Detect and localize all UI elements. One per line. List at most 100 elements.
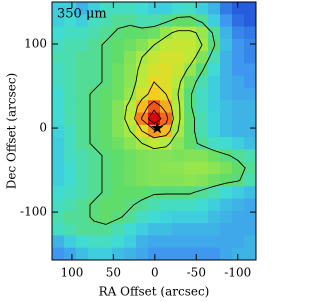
cell <box>184 210 197 224</box>
cell <box>136 161 149 175</box>
cell <box>76 14 89 27</box>
cell <box>64 75 77 89</box>
cell <box>172 174 185 187</box>
chart: 100 50 0 -50 -100 -100 0 100 350 μm RA Offset (… <box>5 1 257 299</box>
cell <box>88 198 101 212</box>
cell <box>160 124 173 138</box>
cell <box>232 161 245 175</box>
cell <box>160 112 173 126</box>
cell <box>220 247 233 261</box>
cell <box>208 174 221 187</box>
cell <box>76 198 89 212</box>
cell <box>52 223 65 236</box>
cell <box>208 63 221 77</box>
cell <box>184 198 197 212</box>
cell <box>112 161 125 175</box>
cell <box>244 186 257 199</box>
cell <box>76 51 89 64</box>
cell <box>184 174 197 187</box>
cell <box>64 26 77 40</box>
cell <box>208 137 221 150</box>
cell <box>232 51 245 64</box>
cell <box>196 124 209 138</box>
cell <box>76 75 89 89</box>
cell <box>244 210 257 224</box>
cell <box>112 247 125 261</box>
cell <box>148 63 161 77</box>
cell <box>148 210 161 224</box>
cell <box>88 210 101 224</box>
contour <box>147 109 162 124</box>
cell <box>88 174 101 187</box>
cell <box>112 100 125 113</box>
cell <box>208 198 221 212</box>
cell <box>148 149 161 163</box>
cell <box>232 174 245 187</box>
cell <box>232 210 245 224</box>
cell <box>172 247 185 261</box>
cell <box>88 26 101 40</box>
cell <box>100 51 113 64</box>
cell <box>184 186 197 199</box>
cell <box>160 2 173 15</box>
cell <box>100 100 113 113</box>
cell <box>208 210 221 224</box>
cell <box>196 75 209 89</box>
cell <box>232 2 245 15</box>
cell <box>172 100 185 113</box>
cell <box>136 247 149 261</box>
x-tick-label: -50 <box>187 266 206 280</box>
cell <box>52 235 65 249</box>
cell <box>100 186 113 199</box>
cell <box>232 63 245 77</box>
cell <box>220 174 233 187</box>
cell <box>64 161 77 175</box>
cell <box>76 26 89 40</box>
cell <box>196 186 209 199</box>
cell <box>76 247 89 261</box>
cell <box>244 51 257 64</box>
cell <box>148 2 161 15</box>
cell <box>148 88 161 101</box>
cell <box>52 100 65 113</box>
cell <box>172 235 185 249</box>
cell <box>52 38 65 52</box>
cell <box>160 186 173 199</box>
cell <box>64 210 77 224</box>
cell <box>232 124 245 138</box>
cell <box>232 198 245 212</box>
cell <box>52 63 65 77</box>
cell <box>160 161 173 175</box>
cell <box>136 186 149 199</box>
cell <box>184 38 197 52</box>
heatmap <box>52 2 257 261</box>
cell <box>52 124 65 138</box>
cell <box>88 186 101 199</box>
cell <box>232 88 245 101</box>
cell <box>172 38 185 52</box>
cell <box>160 149 173 163</box>
cell <box>100 63 113 77</box>
cell <box>220 124 233 138</box>
cell <box>232 137 245 150</box>
x-tick-label: 0 <box>151 266 159 280</box>
cell <box>232 75 245 89</box>
cell <box>112 149 125 163</box>
cell <box>148 198 161 212</box>
cell <box>148 223 161 236</box>
cell <box>76 124 89 138</box>
cell <box>160 100 173 113</box>
cell <box>220 186 233 199</box>
cell <box>64 2 77 15</box>
annotation: 350 μm <box>57 7 107 22</box>
cell <box>52 161 65 175</box>
cell <box>124 63 137 77</box>
cell <box>124 2 137 15</box>
cell <box>160 247 173 261</box>
cell <box>148 235 161 249</box>
cell <box>160 38 173 52</box>
cell <box>124 186 137 199</box>
cell <box>136 26 149 40</box>
x-tick-label: 100 <box>60 266 83 280</box>
cell <box>100 88 113 101</box>
